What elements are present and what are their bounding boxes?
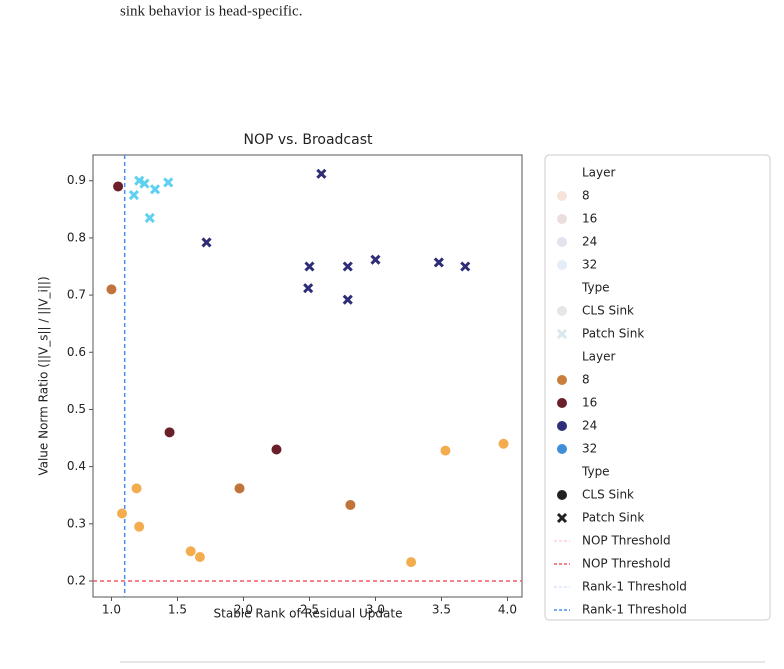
legend-label: 32 <box>582 258 597 272</box>
data-point <box>163 177 174 188</box>
legend-label: Patch Sink <box>582 511 644 525</box>
legend-marker <box>557 444 567 454</box>
data-point <box>149 184 161 195</box>
legend-label: Layer <box>582 350 616 364</box>
data-point <box>106 284 117 295</box>
x-tick-label: 1.0 <box>102 603 121 617</box>
y-tick-label: 0.3 <box>67 516 86 530</box>
legend-label: Type <box>581 465 610 479</box>
data-point <box>304 261 315 272</box>
legend-label: Layer <box>582 166 616 180</box>
data-point <box>201 237 212 248</box>
x-axis-label: Stable Rank of Residual Update <box>214 607 403 621</box>
y-tick-label: 0.8 <box>67 230 86 244</box>
data-point <box>164 427 175 438</box>
y-tick-label: 0.2 <box>67 573 86 587</box>
data-point <box>144 212 155 223</box>
data-point <box>303 283 314 294</box>
legend-marker <box>557 214 567 224</box>
legend-label: 16 <box>582 396 597 410</box>
data-point <box>131 483 142 494</box>
legend-marker <box>557 398 567 408</box>
data-point <box>185 546 196 557</box>
legend-label: Patch Sink <box>582 327 644 341</box>
data-point <box>134 521 145 532</box>
legend-label: 24 <box>582 419 597 433</box>
data-point <box>234 483 245 494</box>
x-tick-label: 3.5 <box>432 603 451 617</box>
legend-label: 32 <box>582 442 597 456</box>
x-tick-label: 2.0 <box>234 603 253 617</box>
data-point <box>316 168 327 179</box>
legend-marker <box>557 260 567 270</box>
legend-label: 24 <box>582 235 597 249</box>
y-axis-label: Value Norm Ratio (||V_s|| / ||V_i||) <box>37 276 51 475</box>
legend-marker <box>557 375 567 385</box>
legend-label: 16 <box>582 212 597 226</box>
legend-label: NOP Threshold <box>582 534 671 548</box>
y-tick-label: 0.4 <box>67 459 86 473</box>
legend-label: Rank-1 Threshold <box>582 580 687 594</box>
data-point <box>406 557 417 568</box>
data-point <box>345 499 356 510</box>
y-tick-label: 0.7 <box>67 288 86 302</box>
data-point <box>117 508 128 519</box>
data-point <box>342 261 353 272</box>
legend-label: Rank-1 Threshold <box>582 603 687 617</box>
legend-label: 8 <box>582 189 590 203</box>
x-tick-label: 3.0 <box>366 603 385 617</box>
data-point <box>460 261 471 272</box>
y-tick-label: 0.6 <box>67 345 86 359</box>
x-tick-label: 1.5 <box>168 603 187 617</box>
legend-marker <box>557 421 567 431</box>
data-point <box>433 257 444 268</box>
legend-marker <box>557 191 567 201</box>
legend-marker <box>557 490 567 500</box>
data-point <box>342 294 353 305</box>
chart-title: NOP vs. Broadcast <box>243 132 373 148</box>
y-tick-label: 0.9 <box>67 173 86 187</box>
caption-text: sink behavior is head-specific. <box>120 3 302 19</box>
legend-label: 8 <box>582 373 590 387</box>
data-point <box>440 445 451 456</box>
legend-label: CLS Sink <box>582 304 634 318</box>
legend-marker <box>557 237 567 247</box>
data-point <box>370 254 381 265</box>
legend-marker <box>556 328 568 340</box>
legend-label: CLS Sink <box>582 488 634 502</box>
legend-box <box>544 154 771 621</box>
legend-marker <box>556 512 568 524</box>
x-tick-label: 4.0 <box>498 603 517 617</box>
data-point <box>139 178 150 189</box>
data-point <box>134 175 145 186</box>
data-point <box>271 444 282 455</box>
legend-label: NOP Threshold <box>582 557 671 571</box>
legend-marker <box>557 306 567 316</box>
data-point <box>113 181 124 192</box>
data-point <box>194 551 205 562</box>
plot-area <box>92 154 523 598</box>
y-tick-label: 0.5 <box>67 402 86 416</box>
data-point <box>128 189 139 201</box>
x-tick-label: 2.5 <box>300 603 319 617</box>
legend-label: Type <box>581 281 610 295</box>
data-point <box>498 438 509 449</box>
